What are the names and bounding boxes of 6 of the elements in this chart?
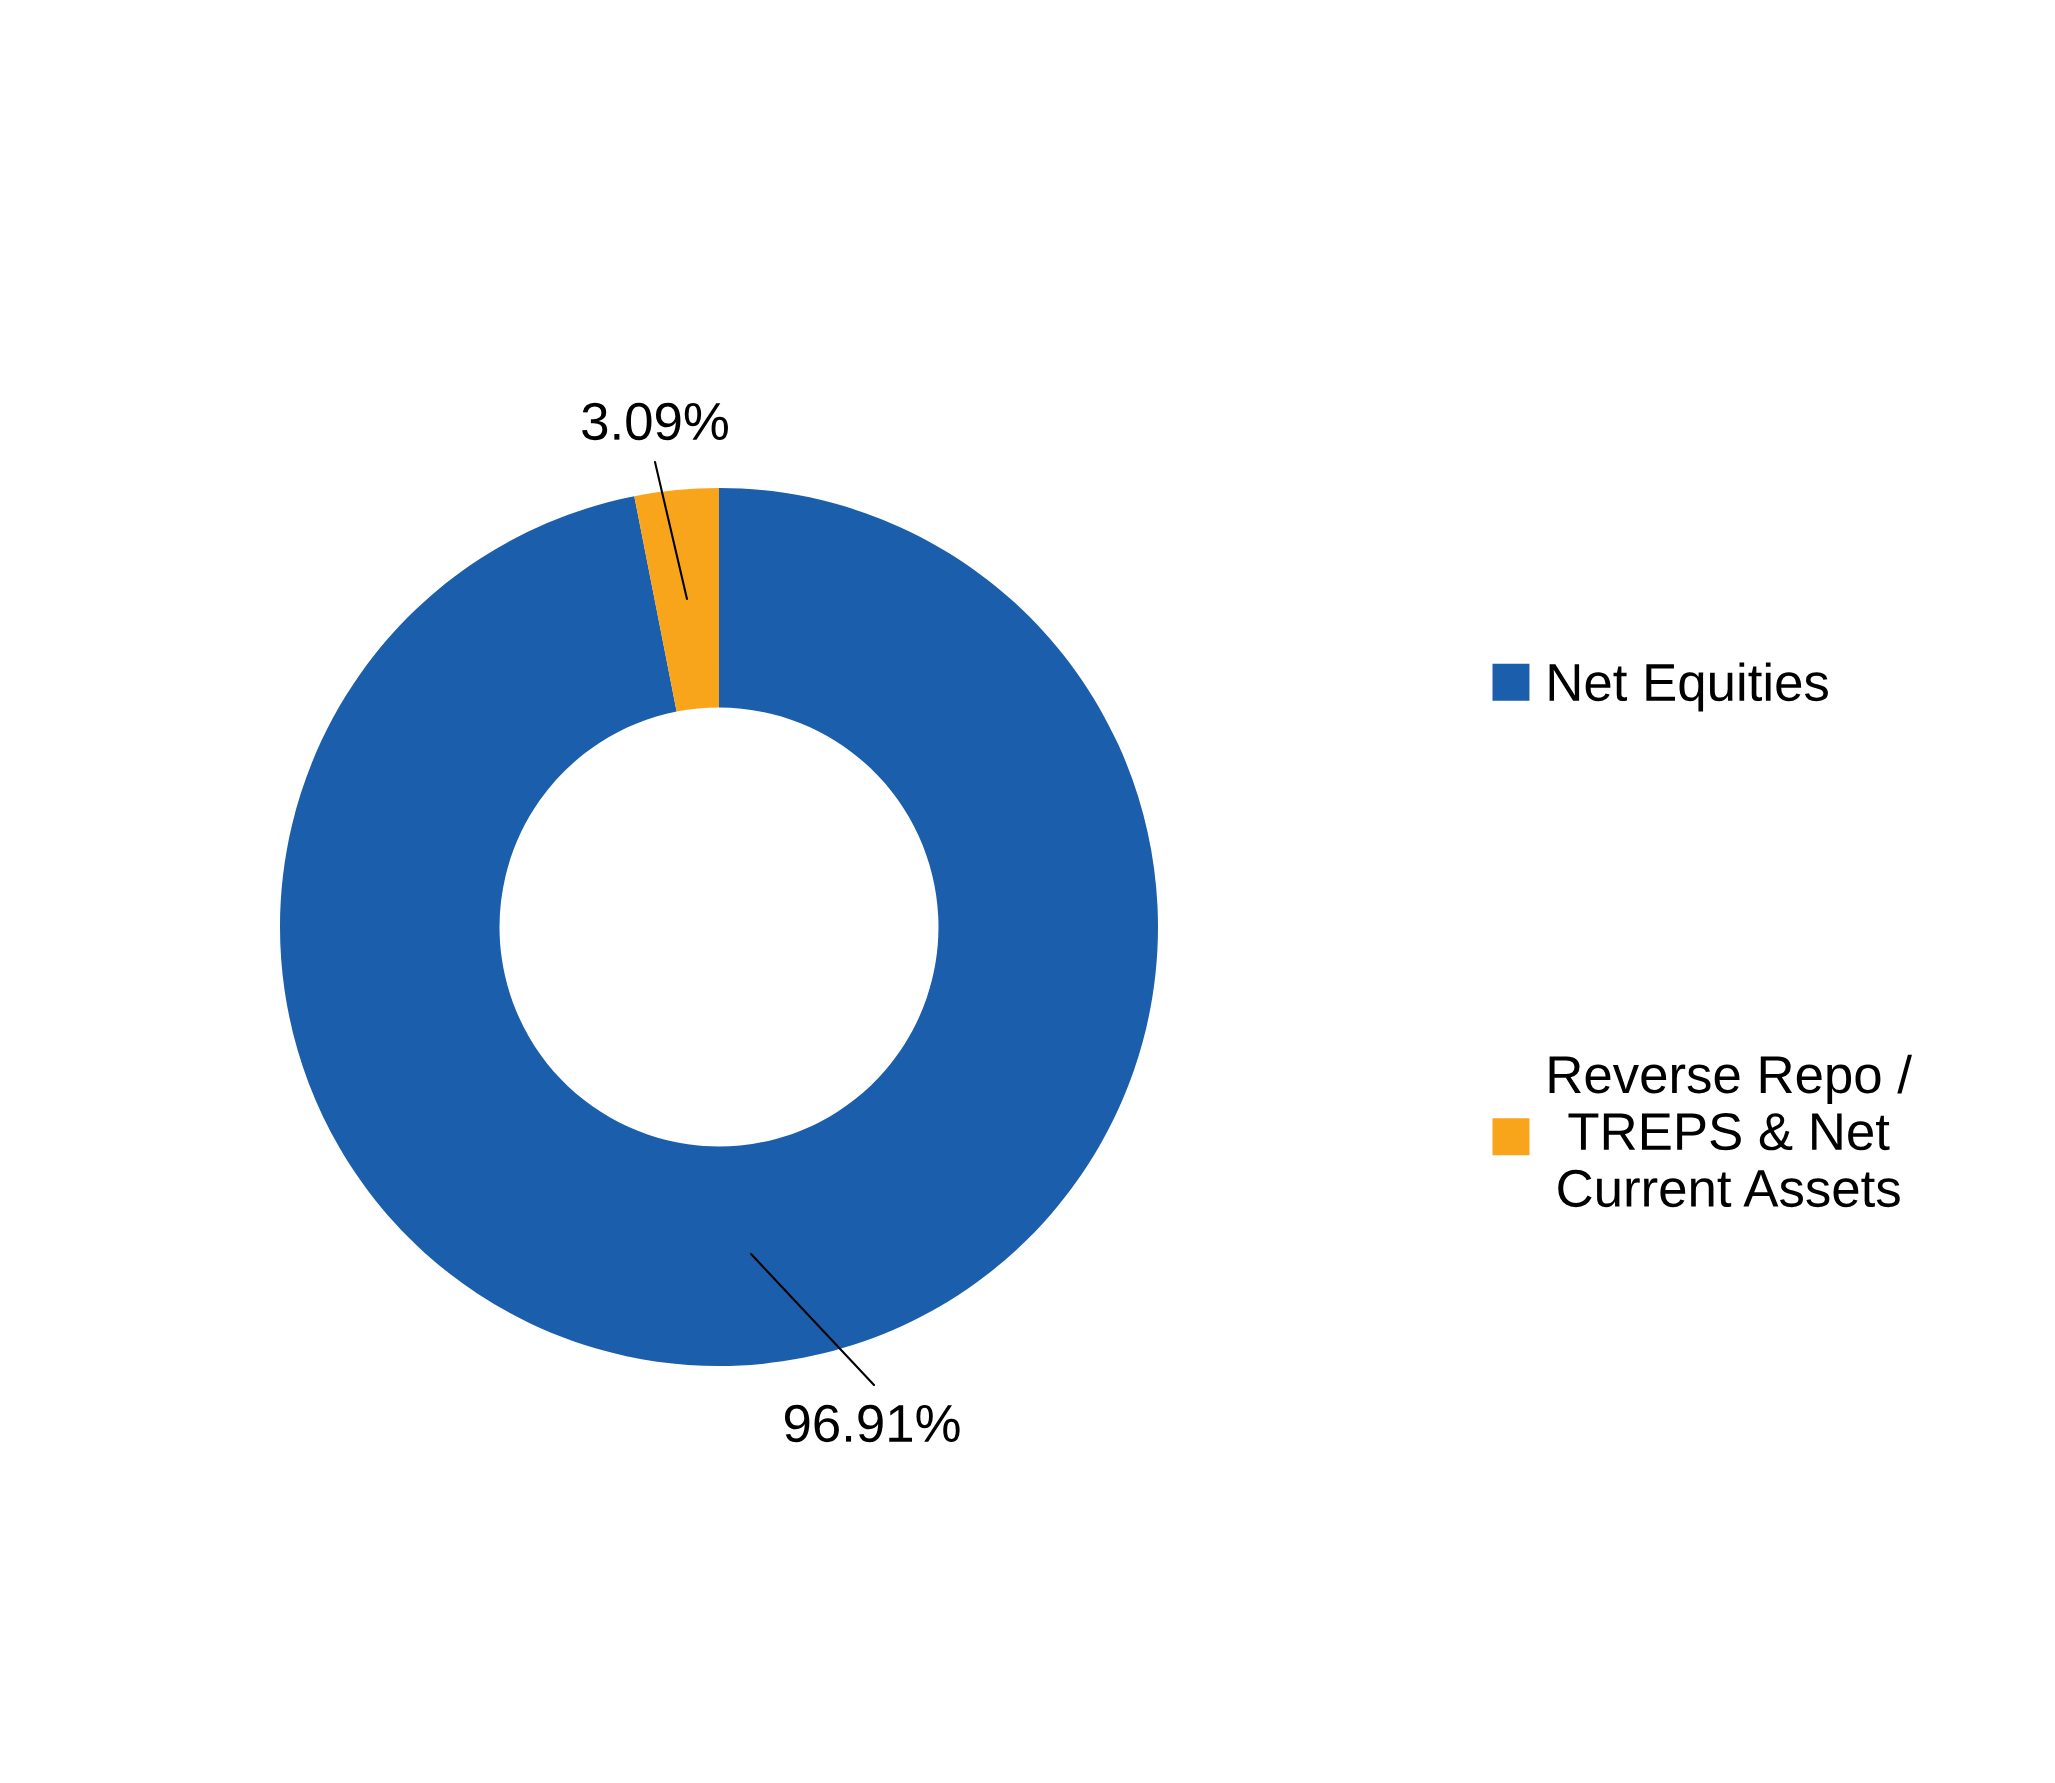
data-label: 96.91% [784,1404,960,1443]
donut-slice [280,488,1158,1366]
data-label: 3.09% [582,402,728,441]
legend-label: Net Equities [1549,662,1828,712]
donut-slice [634,488,719,712]
legend-label: Reverse Repo / TREPS & Net Current Assets [1549,1054,1912,1208]
